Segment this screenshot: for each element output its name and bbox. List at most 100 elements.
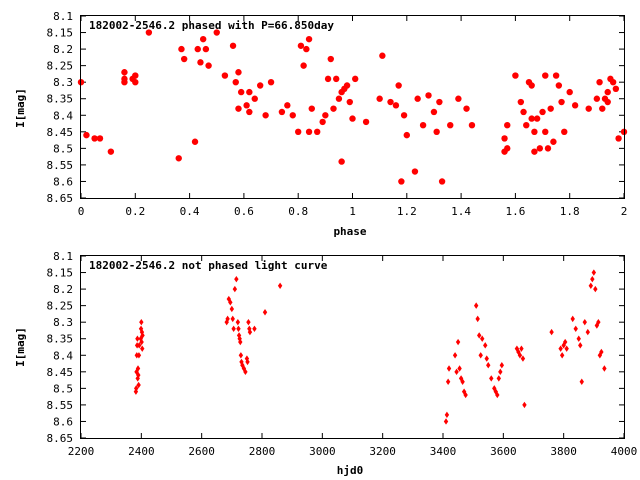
phased-data-point	[593, 95, 601, 102]
phased-data-point	[213, 29, 220, 36]
unphased-data-point	[230, 315, 235, 323]
phased-data-point	[338, 158, 345, 165]
unphased-data-point	[596, 318, 601, 326]
unphased-data-point	[277, 282, 283, 289]
unphased-data-point	[247, 328, 253, 336]
phased-xtick-label: 0	[78, 205, 85, 218]
unphased-plot-frame	[80, 255, 625, 439]
phased-data-point	[235, 69, 242, 76]
phased-data-point	[517, 98, 525, 106]
unphased-ytick-label: 8.55	[47, 399, 74, 412]
unphased-plot-title: 182002-2546.2 not phased light curve	[89, 259, 328, 272]
phased-data-point	[604, 88, 611, 96]
phased-data-point	[132, 72, 139, 79]
phased-data-point	[91, 135, 98, 142]
phased-data-point	[544, 145, 552, 152]
phased-data-point	[615, 135, 622, 142]
unphased-data-point	[246, 318, 251, 326]
unphased-data-point	[252, 325, 257, 332]
phased-data-point	[455, 95, 462, 102]
unphased-data-point	[495, 391, 500, 399]
unphased-data-point	[140, 332, 145, 339]
unphased-data-point	[590, 275, 595, 283]
unphased-xtick-label: 2600	[188, 445, 215, 458]
unphased-ytick-label: 8.65	[47, 432, 74, 445]
unphased-xtick-label: 3000	[309, 445, 336, 458]
unphased-data-point	[562, 338, 568, 346]
unphased-data-point	[228, 299, 233, 306]
phased-data-point	[542, 72, 549, 79]
phased-plot-title: 182002-2546.2 phased with P=66.850day	[89, 19, 334, 32]
unphased-data-point	[570, 315, 575, 323]
unphased-data-point	[243, 368, 248, 376]
unphased-ytick-label: 8.5	[53, 382, 73, 395]
phased-data-point	[398, 178, 405, 185]
unphased-data-point	[134, 385, 139, 392]
phased-data-point	[468, 122, 476, 129]
phased-data-point	[132, 78, 139, 86]
unphased-data-point	[245, 358, 250, 366]
phased-data-point	[362, 118, 370, 126]
unphased-data-point	[549, 328, 554, 336]
unphased-data-point	[520, 355, 526, 362]
unphased-data-point	[499, 362, 505, 369]
phased-data-point	[175, 155, 182, 162]
unphased-data-point	[139, 338, 144, 346]
phased-data-point	[403, 131, 410, 139]
phased-data-point	[609, 78, 617, 86]
unphased-data-point	[483, 342, 488, 349]
phased-xtick-label: 0.6	[234, 205, 254, 218]
phased-xtick-label: 2	[621, 205, 628, 218]
phased-ytick-label: 8.15	[47, 27, 74, 40]
unphased-data-point	[135, 335, 140, 342]
phased-data-point	[295, 128, 302, 136]
phased-xtick-label: 1.2	[397, 205, 417, 218]
unphased-data-point	[236, 332, 242, 339]
phased-data-point	[319, 118, 326, 126]
unphased-ytick-label: 8.4	[53, 349, 73, 362]
unphased-data-point	[602, 365, 607, 372]
phased-data-point	[243, 102, 250, 109]
phased-xtick-label: 0.8	[288, 205, 308, 218]
phased-data-point	[199, 35, 207, 43]
unphased-data-point	[579, 378, 584, 385]
phased-xtick-label: 1	[349, 205, 356, 218]
phased-data-point	[262, 112, 269, 119]
unphased-data-point	[455, 338, 461, 346]
unphased-data-point	[597, 352, 603, 359]
phased-data-point	[83, 131, 90, 139]
phased-data-point	[305, 128, 313, 136]
phased-data-point	[284, 102, 291, 109]
phased-data-point	[333, 75, 340, 83]
unphased-xtick-label: 3200	[369, 445, 396, 458]
unphased-data-point	[229, 305, 235, 313]
phased-ytick-label: 8.1	[53, 10, 73, 23]
phased-data-point	[96, 135, 104, 142]
phased-ytick-label: 8.35	[47, 93, 74, 106]
unphased-data-point	[444, 411, 450, 419]
unphased-data-point	[238, 338, 243, 346]
unphased-data-point	[478, 352, 483, 359]
phased-data-point	[121, 69, 128, 76]
phased-data-point	[447, 122, 454, 129]
phased-data-point	[235, 105, 242, 112]
unphased-data-point	[443, 418, 449, 425]
phased-data-point	[411, 168, 419, 175]
phased-data-point	[550, 138, 557, 145]
phased-data-point	[436, 98, 443, 106]
phased-xtick-label: 0.4	[180, 205, 200, 218]
phased-data-point	[425, 92, 432, 99]
phased-plot-ylabel: I[mag]	[14, 88, 27, 128]
unphased-plot: 182002-2546.2 not phased light curve I[m…	[14, 250, 637, 477]
phased-data-point	[419, 122, 427, 129]
phased-plot-series	[77, 29, 628, 185]
phased-data-point	[324, 75, 332, 83]
unphased-data-point	[517, 352, 523, 359]
phased-data-point	[352, 75, 359, 83]
unphased-data-point	[585, 328, 590, 336]
phased-data-point	[278, 108, 286, 116]
phased-data-point	[221, 72, 229, 79]
phased-data-point	[335, 95, 343, 102]
phased-data-point	[501, 135, 508, 142]
unphased-data-point	[599, 348, 604, 356]
